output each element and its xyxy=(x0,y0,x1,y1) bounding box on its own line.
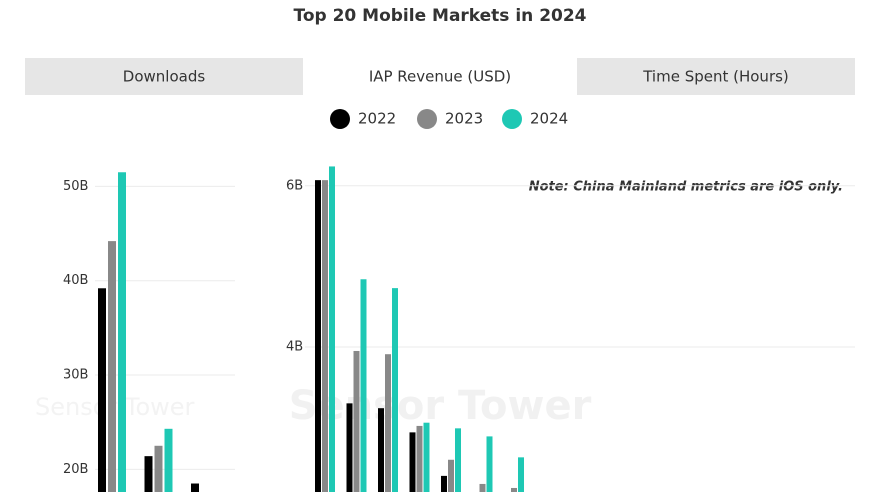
bar xyxy=(144,456,153,492)
bar xyxy=(322,180,328,492)
bar xyxy=(378,408,384,492)
bar xyxy=(118,172,126,492)
bar xyxy=(329,166,335,492)
bar xyxy=(479,483,486,492)
bar xyxy=(385,354,391,492)
legend-label: 2024 xyxy=(530,110,568,128)
legend-swatch xyxy=(330,109,350,129)
bar xyxy=(154,445,163,492)
y-tick-label: 30B xyxy=(63,368,88,383)
bar xyxy=(441,475,447,492)
bar xyxy=(518,457,524,492)
legend-swatch xyxy=(502,109,522,129)
y-tick-label: 20B xyxy=(63,462,88,477)
bar xyxy=(353,350,360,492)
legend-label: 2023 xyxy=(445,110,483,128)
chart-title: Top 20 Mobile Markets in 2024 xyxy=(293,6,586,26)
bar xyxy=(360,279,367,492)
legend-label: 2022 xyxy=(358,110,396,128)
tab[interactable]: IAP Revenue (USD) xyxy=(369,68,511,86)
bar xyxy=(346,403,353,492)
y-tick-label: 40B xyxy=(63,273,88,288)
legend-swatch xyxy=(417,109,437,129)
y-tick-label: 4B xyxy=(286,339,303,354)
bar xyxy=(98,288,106,492)
bar xyxy=(315,180,321,492)
bar xyxy=(448,459,454,492)
bar xyxy=(486,436,493,492)
bar xyxy=(108,241,116,492)
bar xyxy=(455,428,461,492)
y-tick-label: 50B xyxy=(63,179,88,194)
tab-selected xyxy=(303,58,577,95)
tab[interactable]: Downloads xyxy=(123,68,206,86)
bar xyxy=(409,432,416,492)
y-tick-label: 6B xyxy=(286,178,303,193)
bar xyxy=(164,428,173,492)
bar xyxy=(191,483,199,492)
bar xyxy=(423,422,430,492)
bar xyxy=(392,288,398,492)
bar xyxy=(511,487,517,492)
watermark: Sensor Tower xyxy=(289,383,592,429)
note: Note: China Mainland metrics are iOS onl… xyxy=(529,180,843,195)
bar xyxy=(416,425,423,492)
tab[interactable]: Time Spent (Hours) xyxy=(642,68,789,86)
